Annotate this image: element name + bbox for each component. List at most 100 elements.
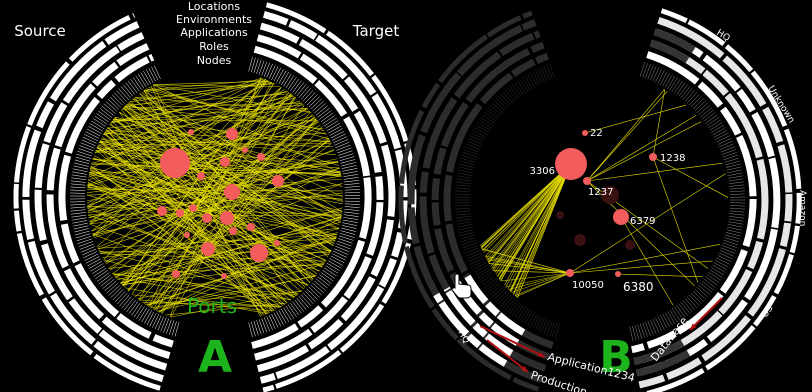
tick xyxy=(509,86,520,99)
tick xyxy=(268,315,276,329)
tick xyxy=(673,80,683,94)
port-bubble[interactable] xyxy=(257,153,265,161)
tick xyxy=(128,301,139,314)
port-bubble[interactable] xyxy=(247,223,255,231)
tick xyxy=(727,172,743,176)
tick xyxy=(127,80,138,94)
port-bubble[interactable] xyxy=(272,175,284,187)
tick xyxy=(540,318,548,333)
port-bubble[interactable] xyxy=(649,153,657,161)
port-bubble[interactable] xyxy=(201,242,215,256)
port-bubble[interactable] xyxy=(229,227,237,235)
port-bubble[interactable] xyxy=(189,204,197,212)
tick xyxy=(494,100,506,112)
ring-arc xyxy=(633,339,685,365)
port-bubble[interactable] xyxy=(224,184,240,200)
tick xyxy=(660,315,668,329)
port-bubble[interactable] xyxy=(172,270,180,278)
link xyxy=(487,163,572,261)
link xyxy=(494,163,572,273)
tick xyxy=(724,237,739,243)
tick xyxy=(331,253,346,261)
port-bubble[interactable] xyxy=(555,148,587,180)
tick xyxy=(83,251,98,259)
tick xyxy=(514,82,524,95)
port-bubble[interactable] xyxy=(220,211,234,225)
port-bubble[interactable] xyxy=(160,148,190,178)
port-bubble[interactable] xyxy=(613,209,629,225)
tick xyxy=(688,94,700,106)
tick xyxy=(123,84,134,97)
tick xyxy=(657,316,665,330)
ports: 22 3306 1238 1237 6379 10050 6380 xyxy=(157,128,685,294)
tick xyxy=(456,181,472,184)
tick xyxy=(263,317,271,332)
ring-arc xyxy=(636,28,781,377)
port-bubble[interactable] xyxy=(615,271,621,277)
port-bubble[interactable] xyxy=(176,209,184,217)
tick xyxy=(105,101,118,112)
tick xyxy=(723,154,738,161)
tick xyxy=(684,298,695,310)
tick xyxy=(713,129,728,138)
link xyxy=(87,184,338,235)
link xyxy=(480,163,572,248)
link xyxy=(132,294,280,308)
port-bubble[interactable] xyxy=(188,129,194,135)
port-bubble[interactable] xyxy=(226,128,238,140)
link xyxy=(103,133,314,280)
level-label: Locations xyxy=(188,0,241,13)
tick xyxy=(117,292,128,305)
tick xyxy=(78,241,93,247)
port-bubble[interactable] xyxy=(250,244,268,262)
tick xyxy=(96,272,110,282)
link xyxy=(652,156,699,283)
port-bubble[interactable] xyxy=(220,157,230,167)
port-bubble[interactable] xyxy=(274,240,280,246)
tick xyxy=(662,313,671,328)
tick xyxy=(312,282,324,294)
tick xyxy=(457,172,473,176)
link xyxy=(153,80,270,86)
port-bubble[interactable] xyxy=(202,213,212,223)
tick xyxy=(729,207,745,210)
tick xyxy=(298,86,309,98)
link xyxy=(97,144,340,230)
port-bubble[interactable] xyxy=(221,273,227,279)
tick xyxy=(151,66,159,81)
tick xyxy=(125,82,136,95)
tick xyxy=(543,319,550,334)
tick xyxy=(694,288,706,300)
tick xyxy=(462,239,477,246)
tick xyxy=(70,209,86,212)
tick xyxy=(459,232,475,237)
tick xyxy=(335,245,350,253)
tick xyxy=(341,225,357,229)
tick xyxy=(494,288,506,300)
port-bubble[interactable] xyxy=(582,130,588,136)
port-bubble[interactable] xyxy=(197,172,205,180)
link xyxy=(490,163,572,267)
port-bubble[interactable] xyxy=(184,232,190,238)
port-bubble[interactable] xyxy=(242,147,248,153)
tick xyxy=(524,311,533,325)
link xyxy=(139,93,342,219)
port-bubble[interactable] xyxy=(583,177,591,185)
port-bubble[interactable] xyxy=(566,269,574,277)
tick xyxy=(338,153,354,159)
tick xyxy=(461,237,476,243)
tick xyxy=(157,316,165,331)
link xyxy=(148,138,330,307)
tick xyxy=(71,217,87,221)
tick xyxy=(294,82,305,95)
tick xyxy=(488,107,500,118)
tick xyxy=(280,308,290,322)
tick xyxy=(645,64,651,79)
port-bubble[interactable] xyxy=(157,206,167,216)
tick xyxy=(82,136,97,144)
tick xyxy=(110,287,122,298)
tick xyxy=(715,132,729,140)
link xyxy=(87,195,344,208)
tick xyxy=(71,174,87,178)
